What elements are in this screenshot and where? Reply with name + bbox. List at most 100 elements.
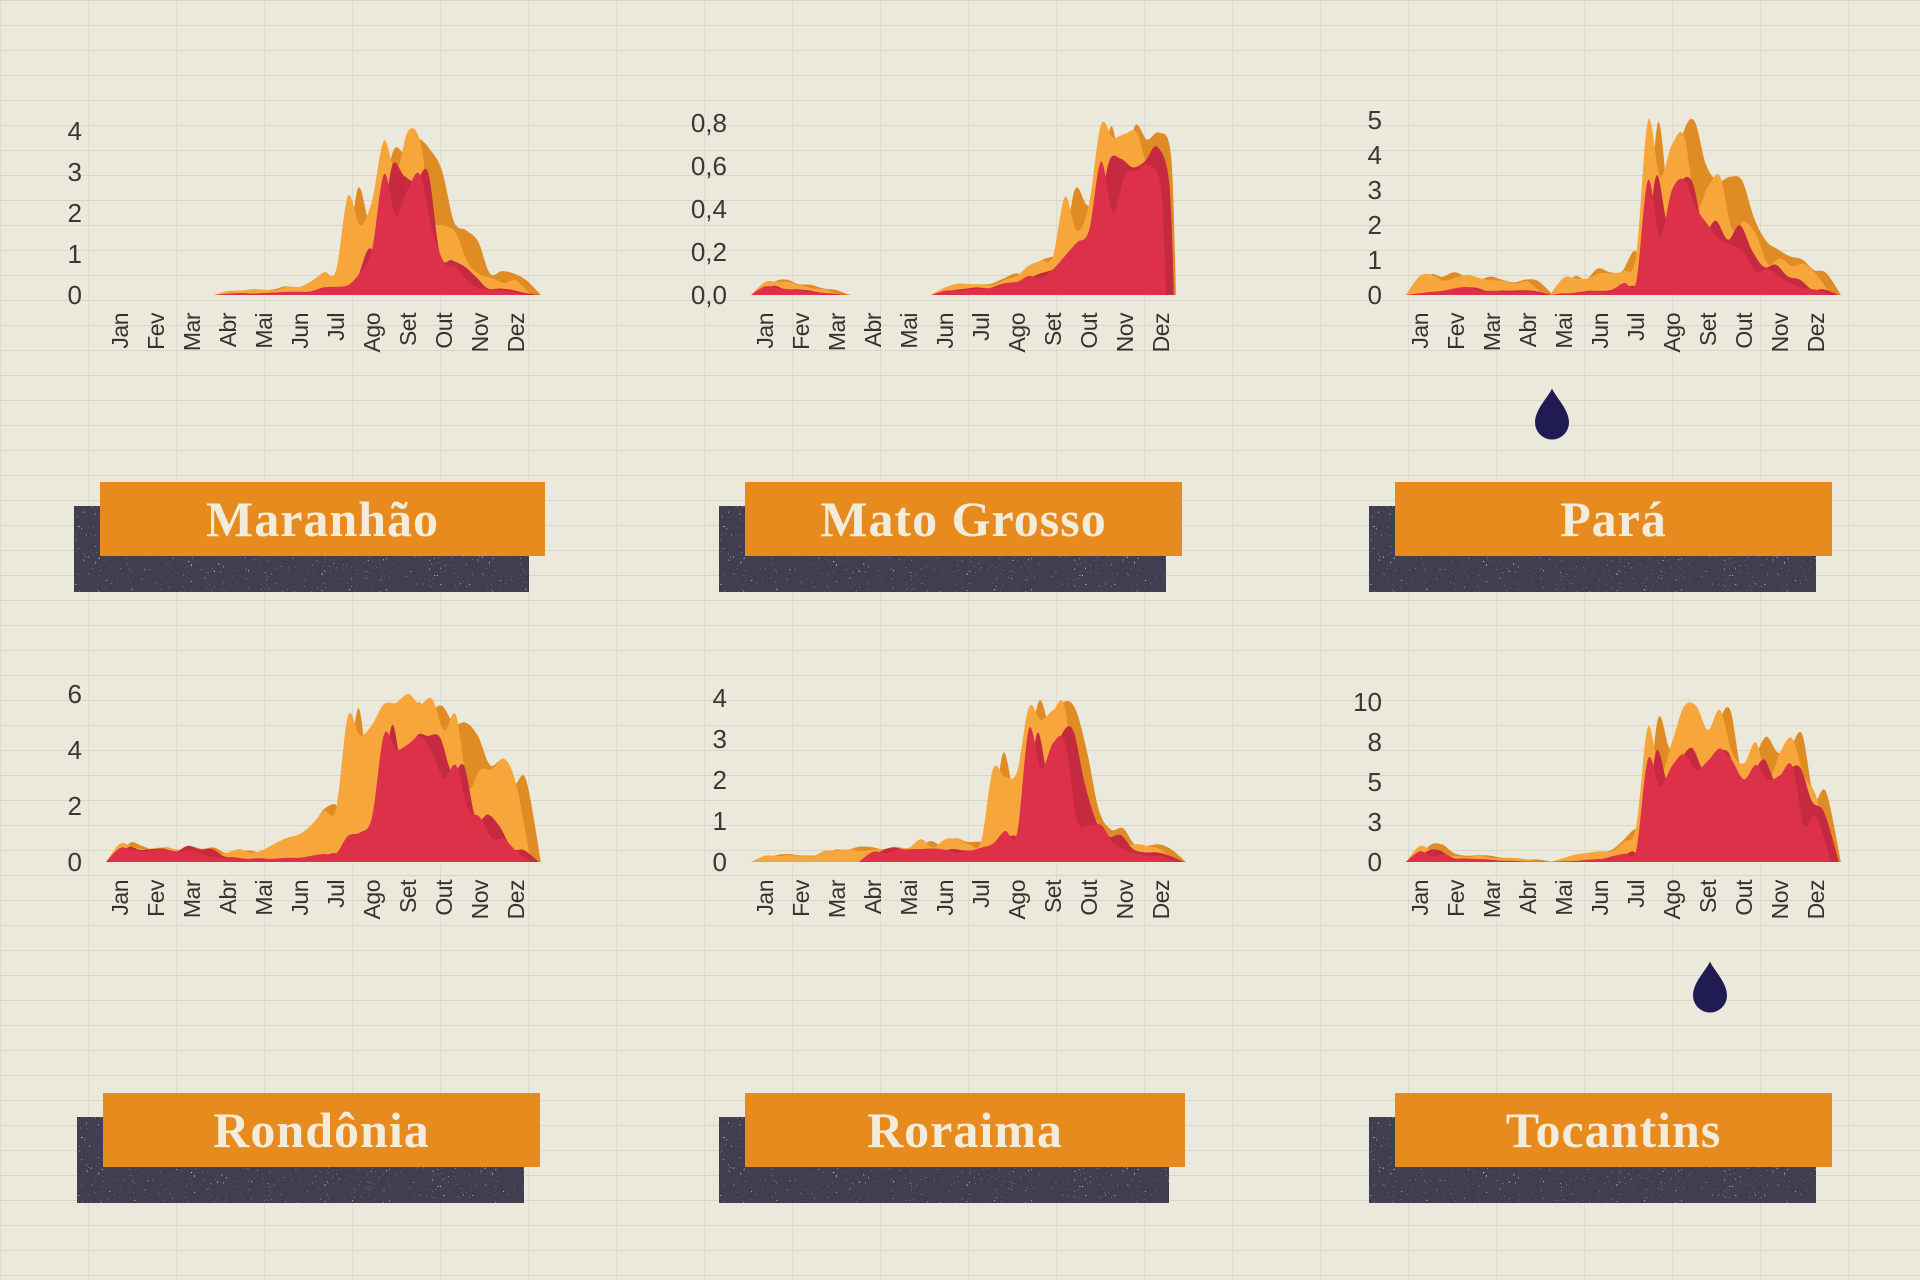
x-month-label: Out xyxy=(1731,312,1757,349)
x-month-label: Out xyxy=(431,312,457,349)
y-tick-label: 3 xyxy=(1368,807,1382,837)
x-month-label: Dez xyxy=(1148,880,1174,919)
flame-inner-area xyxy=(931,161,1166,295)
x-month-label: Jul xyxy=(323,313,349,341)
x-month-label: Jun xyxy=(932,313,958,349)
banner-title: Maranhão xyxy=(206,491,439,547)
banner-title: Tocantins xyxy=(1505,1102,1722,1158)
flame-outer-area xyxy=(1406,273,1543,295)
x-month-label: Nov xyxy=(467,879,493,919)
x-month-label: Jun xyxy=(932,880,958,916)
water-drop-icon xyxy=(1693,961,1727,1013)
x-month-label: Out xyxy=(1076,879,1102,916)
flame-outer-area xyxy=(214,127,531,295)
x-month-label: Mar xyxy=(179,879,205,918)
banner-title: Roraima xyxy=(867,1102,1063,1158)
x-month-label: Out xyxy=(1731,879,1757,916)
y-tick-label: 5 xyxy=(1368,105,1382,135)
banner-title: Mato Grosso xyxy=(820,491,1107,547)
y-tick-label: 0 xyxy=(1368,847,1382,877)
x-month-label: Jun xyxy=(287,880,313,916)
x-month-label: Mai xyxy=(896,880,922,916)
x-month-label: Ago xyxy=(359,880,385,919)
x-month-label: Set xyxy=(395,312,421,346)
y-tick-label: 8 xyxy=(1368,727,1382,757)
x-month-label: Jan xyxy=(752,880,778,916)
x-month-label: Fev xyxy=(143,312,169,350)
flame-inner-area xyxy=(859,727,1176,862)
flame-inner-area xyxy=(1406,851,1543,862)
x-month-label: Out xyxy=(431,879,457,916)
x-month-label: Set xyxy=(1695,312,1721,346)
x-month-label: Dez xyxy=(1148,313,1174,352)
x-month-label: Mai xyxy=(1551,880,1577,916)
y-tick-label: 0 xyxy=(68,280,82,310)
chart-rondonia: 6 4 2 0 Jan Fev Mar Abr Mai Jun Jul Ago Set Out Nov Dez xyxy=(30,652,590,982)
x-month-label: Abr xyxy=(1515,879,1541,914)
banner-title: Rondônia xyxy=(213,1102,430,1158)
x-month-label: Nov xyxy=(1112,312,1138,352)
x-month-label: Set xyxy=(1695,879,1721,913)
y-tick-label: 0,8 xyxy=(691,108,727,138)
x-month-label: Mai xyxy=(251,880,277,916)
flame-inner-area xyxy=(751,286,842,295)
x-month-label: Fev xyxy=(788,879,814,917)
y-tick-label: 0 xyxy=(68,847,82,877)
x-month-label: Dez xyxy=(503,313,529,352)
banner-box: Maranhão xyxy=(100,482,545,556)
x-month-label: Set xyxy=(1040,879,1066,913)
y-tick-label: 4 xyxy=(68,116,82,146)
x-month-label: Ago xyxy=(1659,880,1685,919)
x-month-label: Dez xyxy=(1803,880,1829,919)
x-month-label: Mar xyxy=(1479,879,1505,918)
chart-roraima: 4 3 2 1 0 Jan Fev Mar Abr Mai Jun Jul Ago Set Out Nov De… xyxy=(675,652,1235,982)
x-month-label: Abr xyxy=(860,312,886,347)
y-tick-label: 0,2 xyxy=(691,237,727,267)
flame-inner-area xyxy=(214,172,531,295)
x-month-label: Jul xyxy=(1623,880,1649,908)
y-tick-label: 3 xyxy=(713,724,727,754)
y-tick-label: 0,0 xyxy=(691,280,727,310)
y-tick-label: 2 xyxy=(68,791,82,821)
flame-inner-area xyxy=(1550,748,1831,862)
x-month-label: Dez xyxy=(1803,313,1829,352)
state-label-roraima: Roraima xyxy=(719,1093,1185,1203)
x-month-label: Jul xyxy=(968,880,994,908)
chart-tocantins: 10 8 5 3 0 Jan Fev Mar Abr Mai Jun Jul Ago Set Out Nov D… xyxy=(1330,652,1890,982)
y-tick-label: 0,4 xyxy=(691,194,727,224)
y-tick-label: 0 xyxy=(713,847,727,877)
banner-box: Roraima xyxy=(745,1093,1185,1167)
y-tick-label: 1 xyxy=(1368,245,1382,275)
x-month-label: Mar xyxy=(824,879,850,918)
x-month-label: Abr xyxy=(860,879,886,914)
state-label-maranhao: Maranhão xyxy=(74,482,545,592)
chart-mato-grosso: 0,8 0,6 0,4 0,2 0,0 Jan Fev Mar Abr Mai Jun Jul Ago S… xyxy=(675,85,1235,415)
x-month-label: Mai xyxy=(251,313,277,349)
x-month-label: Jun xyxy=(1587,880,1613,916)
state-label-rondonia: Rondônia xyxy=(77,1093,540,1203)
x-month-label: Jul xyxy=(968,313,994,341)
x-month-label: Ago xyxy=(359,313,385,352)
water-drop-shape xyxy=(1535,388,1569,440)
x-month-label: Fev xyxy=(143,879,169,917)
x-month-label: Mai xyxy=(896,313,922,349)
x-month-label: Mar xyxy=(179,312,205,351)
x-month-label: Fev xyxy=(1443,312,1469,350)
chart-para: 5 4 3 2 1 0 Jan Fev Mar Abr Mai Jun Jul Ago Set Out Nov D… xyxy=(1330,85,1890,415)
y-tick-label: 4 xyxy=(1368,140,1382,170)
x-month-label: Fev xyxy=(1443,879,1469,917)
y-tick-label: 4 xyxy=(713,683,727,713)
x-month-label: Jun xyxy=(287,313,313,349)
x-month-label: Jan xyxy=(1407,313,1433,349)
y-tick-label: 1 xyxy=(68,239,82,269)
y-tick-label: 2 xyxy=(713,765,727,795)
y-tick-label: 2 xyxy=(68,198,82,228)
chart-maranhao: 4 3 2 1 0 Jan Fev Mar Abr Mai Jun Jul Ago Set Out Nov De… xyxy=(30,85,590,415)
chart-canvas: 0,8 0,6 0,4 0,2 0,0 Jan Fev Mar Abr Mai Jun Jul Ago S… xyxy=(691,108,1176,352)
x-month-label: Set xyxy=(1040,312,1066,346)
state-label-para: Pará xyxy=(1369,482,1832,592)
x-month-label: Jan xyxy=(107,880,133,916)
y-tick-label: 3 xyxy=(1368,175,1382,205)
x-month-label: Set xyxy=(395,879,421,913)
x-month-label: Nov xyxy=(1767,312,1793,352)
